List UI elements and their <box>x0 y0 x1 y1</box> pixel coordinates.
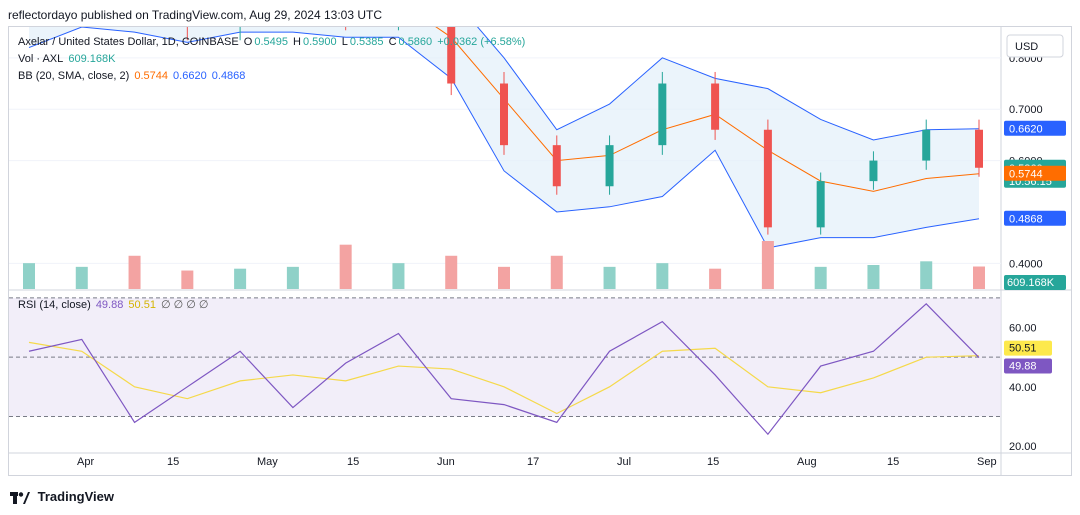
lower-band-price-label: 0.4868 <box>1009 214 1043 226</box>
footer-brand-text: TradingView <box>37 489 114 504</box>
volume-bar <box>709 268 722 289</box>
legend-o-value: 0.5495 <box>254 36 288 48</box>
candle-body <box>816 181 825 228</box>
volume-bar <box>814 266 827 289</box>
volume-bar <box>23 263 35 289</box>
publisher-line: reflectordayo published on TradingView.c… <box>8 8 383 22</box>
bb-lower-value: 0.4868 <box>211 70 246 82</box>
candle-body <box>605 145 614 187</box>
price-tick-label: 0.7000 <box>1009 104 1043 116</box>
rsi-value-axis-label: 49.88 <box>1009 361 1037 373</box>
legend-o-label: O <box>243 36 253 48</box>
tradingview-logo-icon <box>10 491 30 504</box>
time-axis-label: Sep <box>977 456 997 468</box>
volume-bar <box>498 266 510 289</box>
bb-label: BB (20, SMA, close, 2) <box>18 70 130 82</box>
volume-bar <box>75 266 88 289</box>
bb-lower-line <box>28 26 980 249</box>
candle-body <box>658 83 667 146</box>
rsi-tick-label: 60.00 <box>1009 323 1037 335</box>
candle-body <box>552 145 561 187</box>
legend-c-value: 0.5860 <box>398 36 433 48</box>
rsi-extra: ∅ ∅ ∅ ∅ <box>161 299 209 311</box>
time-axis-label: Jun <box>437 456 455 468</box>
rsi-tick-label: 20.00 <box>1009 441 1037 453</box>
upper-band-price-label-bg <box>1004 120 1066 136</box>
legend-c-label: C <box>388 36 397 48</box>
volume-bar <box>656 263 669 289</box>
legend-change: +0.0362 (+6.58%) <box>437 36 526 48</box>
rsi-line <box>28 303 980 436</box>
time-axis-label: 15 <box>707 456 719 468</box>
candle-body <box>975 129 983 168</box>
chart-frame[interactable]: 0.80000.70000.60000.4000USD0.66200.58601… <box>8 0 1072 476</box>
rsi-tick-label: 40.00 <box>1009 382 1037 394</box>
time-axis-label: May <box>257 456 278 468</box>
rsi-legend: RSI (14, close) 49.88 50.51 ∅ ∅ ∅ ∅ <box>18 298 211 311</box>
time-axis-label: Apr <box>77 456 94 468</box>
volume-value: 609.168K <box>68 53 116 65</box>
rsi-ma-line <box>28 341 980 415</box>
volume-bar <box>181 270 194 289</box>
volume-bar <box>920 261 933 289</box>
volume-label: Vol · AXL <box>18 53 64 65</box>
volume-bar <box>234 268 247 289</box>
rsi-value-label-bg <box>1004 358 1052 374</box>
price-tick-label: 0.4000 <box>1009 258 1043 270</box>
main-legend: Axelar / United States Dollar, 1D, COINB… <box>18 36 527 48</box>
bb-upper-value: 0.6620 <box>173 70 207 82</box>
volume-bar <box>392 263 405 289</box>
volume-bar <box>286 266 299 289</box>
candle-body <box>711 83 720 130</box>
footer-brand: TradingView <box>10 489 114 504</box>
legend-h-label: H <box>293 36 301 48</box>
rsi-ma-value: 50.51 <box>128 299 156 311</box>
candle-body <box>763 129 772 228</box>
time-axis-label: 15 <box>887 456 899 468</box>
chart-canvas[interactable]: 0.80000.70000.60000.4000USD0.66200.58601… <box>9 0 1071 475</box>
legend-l-value: 0.5385 <box>349 36 384 48</box>
volume-bar <box>867 265 880 289</box>
volume-value-label: 609.168K <box>1007 277 1055 289</box>
lower-band-price-label-bg <box>1004 210 1066 226</box>
volume-bar <box>550 255 563 289</box>
candle-body <box>869 160 878 182</box>
upper-band-price-label: 0.6620 <box>1009 124 1043 136</box>
legend-l-label: L <box>341 36 348 48</box>
legend-symbol[interactable]: Axelar / United States Dollar, 1D, COINB… <box>18 36 239 48</box>
currency-button <box>1006 34 1064 58</box>
time-axis-label: Jul <box>617 456 631 468</box>
rsi-value: 49.88 <box>95 299 124 311</box>
bb-legend: BB (20, SMA, close, 2) 0.5744 0.6620 0.4… <box>18 70 247 82</box>
basis-price-label-bg <box>1004 165 1066 181</box>
volume-value-label-bg <box>1004 275 1066 290</box>
bb-basis-value: 0.5744 <box>134 70 168 82</box>
volume-bar <box>128 255 141 289</box>
basis-price-label: 0.5744 <box>1009 169 1043 181</box>
time-axis-label: Aug <box>797 456 817 468</box>
rsi-ma-label-bg <box>1004 340 1052 356</box>
bb-upper-line <box>453 0 980 141</box>
time-axis-label: 15 <box>347 456 359 468</box>
rsi-ma-axis-label: 50.51 <box>1009 343 1037 355</box>
candle-body <box>447 0 456 84</box>
currency-label: USD <box>1015 41 1038 53</box>
volume-bar <box>603 266 616 289</box>
candle-body <box>500 83 508 146</box>
time-axis-label: 15 <box>167 456 179 468</box>
time-axis-label: 17 <box>527 456 539 468</box>
volume-bar <box>339 244 352 289</box>
volume-bar <box>445 255 458 289</box>
rsi-label: RSI (14, close) <box>18 299 91 311</box>
volume-legend: Vol · AXL 609.168K <box>18 53 117 65</box>
legend-h-value: 0.5900 <box>303 36 337 48</box>
candle-body <box>922 129 931 161</box>
volume-bar <box>761 241 774 289</box>
volume-bar <box>973 266 985 289</box>
